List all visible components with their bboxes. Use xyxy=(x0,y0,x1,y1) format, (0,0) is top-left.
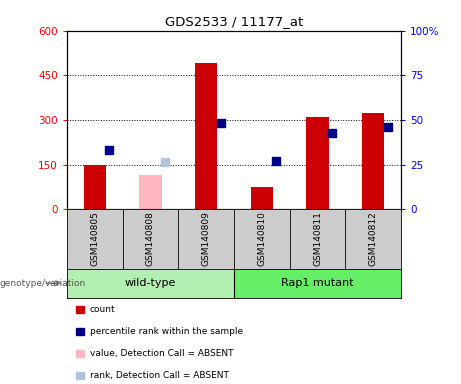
Bar xyxy=(362,113,384,209)
Bar xyxy=(83,165,106,209)
Bar xyxy=(307,117,329,209)
Text: rank, Detection Call = ABSENT: rank, Detection Call = ABSENT xyxy=(90,371,229,381)
Text: wild-type: wild-type xyxy=(125,278,176,288)
Text: percentile rank within the sample: percentile rank within the sample xyxy=(90,327,243,336)
Point xyxy=(272,158,280,164)
Text: GSM140810: GSM140810 xyxy=(257,212,266,266)
Text: Rap1 mutant: Rap1 mutant xyxy=(281,278,354,288)
Point xyxy=(106,147,113,153)
Text: GSM140805: GSM140805 xyxy=(90,212,99,266)
Point xyxy=(328,130,336,136)
Title: GDS2533 / 11177_at: GDS2533 / 11177_at xyxy=(165,15,303,28)
Bar xyxy=(234,269,401,298)
Text: GSM140811: GSM140811 xyxy=(313,212,322,266)
Text: genotype/variation: genotype/variation xyxy=(0,279,86,288)
Text: GSM140812: GSM140812 xyxy=(369,212,378,266)
Bar xyxy=(251,187,273,209)
Point xyxy=(217,120,224,126)
Bar xyxy=(67,269,234,298)
Text: count: count xyxy=(90,305,116,314)
Text: value, Detection Call = ABSENT: value, Detection Call = ABSENT xyxy=(90,349,233,358)
Point xyxy=(384,124,391,131)
Bar xyxy=(195,63,217,209)
Text: GSM140808: GSM140808 xyxy=(146,212,155,266)
Bar xyxy=(139,175,161,209)
Point xyxy=(161,159,169,166)
Text: GSM140809: GSM140809 xyxy=(201,212,211,266)
